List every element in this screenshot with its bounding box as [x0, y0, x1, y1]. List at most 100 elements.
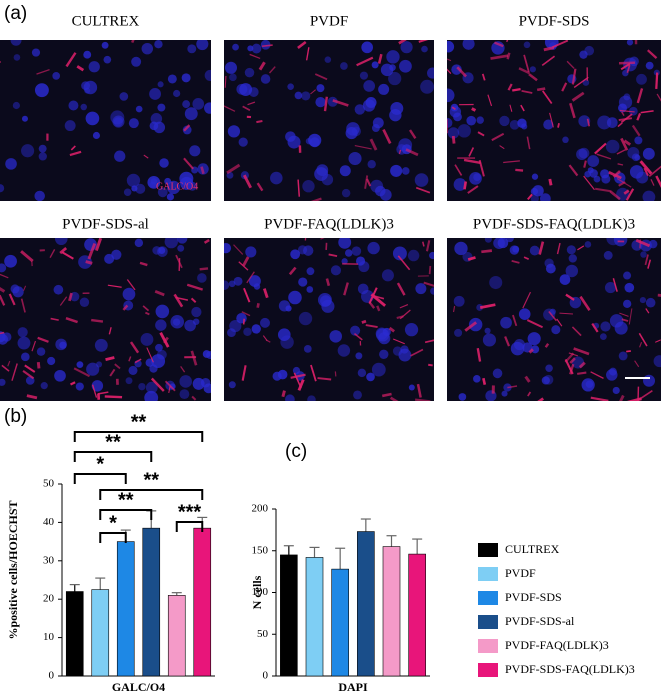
- process: [343, 282, 349, 296]
- legend-swatch: [478, 615, 498, 629]
- nucleus: [181, 73, 191, 83]
- process: [180, 366, 186, 373]
- process: [644, 254, 649, 266]
- process: [36, 68, 50, 75]
- process: [640, 110, 654, 114]
- process: [504, 336, 511, 347]
- process: [24, 364, 36, 373]
- nucleus: [612, 386, 620, 395]
- nucleus: [476, 116, 484, 124]
- significance-label: **: [105, 431, 121, 453]
- process: [650, 178, 655, 186]
- significance-bracket: [73, 451, 153, 462]
- process: [647, 49, 658, 59]
- y-tick-label: 20: [43, 593, 55, 605]
- nucleus: [540, 193, 551, 201]
- nucleus: [277, 369, 288, 380]
- nucleus: [294, 91, 303, 100]
- significance-bracket: [99, 489, 204, 500]
- nucleus: [155, 343, 163, 352]
- nucleus: [351, 246, 362, 256]
- process: [389, 396, 399, 401]
- image-caption: PVDF: [310, 13, 348, 29]
- process: [410, 348, 424, 357]
- process: [499, 145, 505, 150]
- legend-swatch: [478, 663, 498, 677]
- image-caption: PVDF-SDS: [519, 13, 590, 29]
- process: [310, 364, 317, 382]
- process: [507, 385, 518, 389]
- nucleus: [34, 83, 49, 98]
- nucleus: [191, 306, 202, 318]
- bar: [142, 527, 161, 677]
- nucleus: [298, 311, 313, 326]
- process: [616, 177, 632, 188]
- nucleus: [623, 93, 631, 101]
- process: [159, 331, 170, 348]
- nucleus: [0, 184, 5, 193]
- nucleus: [408, 384, 415, 391]
- process: [549, 112, 554, 128]
- nucleus: [600, 321, 611, 332]
- nucleus: [177, 238, 188, 244]
- nucleus: [584, 45, 595, 56]
- y-axis-label: %positive cells/HOECHST: [6, 500, 20, 639]
- process: [242, 318, 245, 325]
- nucleus: [363, 80, 376, 92]
- process: [479, 303, 496, 309]
- nucleus: [484, 327, 491, 334]
- process: [643, 167, 649, 177]
- process: [191, 395, 197, 401]
- nucleus: [305, 137, 313, 145]
- process: [65, 316, 78, 324]
- bar: [382, 546, 401, 677]
- process: [364, 175, 369, 189]
- nucleus: [593, 175, 601, 183]
- nucleus: [150, 113, 163, 125]
- process: [256, 182, 264, 192]
- process: [261, 44, 273, 48]
- nucleus: [101, 41, 109, 49]
- process: [467, 256, 476, 261]
- process: [320, 238, 325, 240]
- panel-label: (b): [4, 406, 27, 427]
- process: [634, 360, 640, 368]
- process: [199, 267, 209, 271]
- nucleus: [341, 188, 351, 198]
- process: [85, 260, 93, 265]
- process: [648, 165, 661, 177]
- process: [173, 293, 184, 308]
- process: [398, 40, 407, 45]
- process: [619, 312, 629, 317]
- process: [544, 342, 550, 348]
- nucleus: [85, 111, 100, 126]
- process: [620, 62, 631, 71]
- y-tick-label: 0: [49, 670, 55, 682]
- process: [583, 175, 595, 191]
- nucleus: [589, 169, 598, 178]
- cells: [0, 238, 211, 401]
- nucleus: [36, 347, 46, 356]
- process: [310, 197, 322, 201]
- process: [452, 305, 456, 313]
- nucleus: [386, 50, 400, 64]
- nucleus: [489, 275, 503, 290]
- process: [70, 145, 76, 151]
- process: [354, 144, 372, 150]
- nucleus: [634, 136, 643, 145]
- process: [638, 332, 648, 347]
- nucleus: [236, 83, 248, 95]
- y-tick-label: 40: [43, 516, 55, 528]
- nucleus: [517, 118, 527, 128]
- process: [579, 295, 591, 311]
- nucleus: [378, 83, 390, 95]
- nucleus: [367, 241, 380, 255]
- process: [527, 193, 533, 201]
- process: [365, 324, 378, 328]
- nucleus: [642, 374, 656, 387]
- nucleus: [381, 269, 394, 282]
- nucleus: [233, 276, 243, 286]
- process: [146, 347, 154, 363]
- process: [451, 135, 456, 144]
- nucleus: [229, 319, 242, 333]
